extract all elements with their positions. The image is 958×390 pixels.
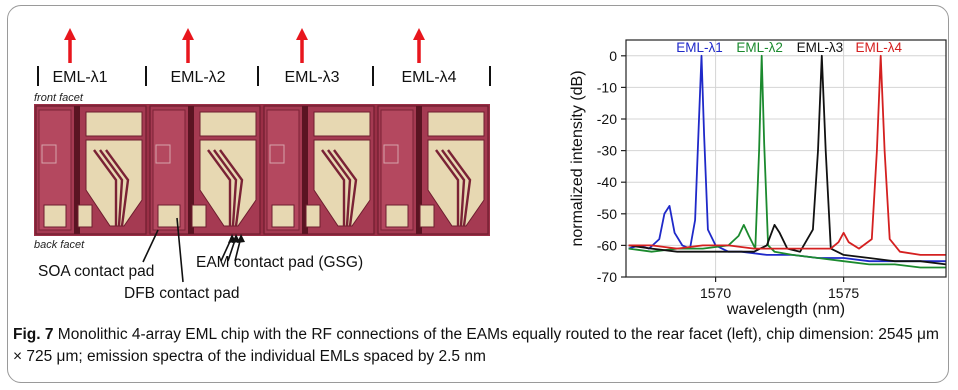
figure-panel: EML-λ1 EML-λ2 EML-λ3 EML-λ4 front facet bac… [34,28,947,318]
chip-image [34,104,490,236]
arrow-head [296,28,308,40]
chart-grid [626,40,946,278]
plot-area [625,39,947,278]
eml-die [35,105,147,235]
series-line-3 [628,54,947,266]
legend-entry: EML-λ4 [855,40,902,55]
eml-die [263,105,375,235]
x-tick-label: 1575 [828,285,859,301]
front-facet-label: front facet [34,92,84,104]
chip-top-label: EML-λ3 [284,69,339,86]
y-tick-label: -70 [597,269,617,285]
arrow-head [413,28,425,40]
legend-entry: EML-λ2 [736,40,783,55]
dfb-contact-pad-label: DFB contact pad [124,285,239,302]
chip-panel: EML-λ1 EML-λ2 EML-λ3 EML-λ4 front facet bac… [34,28,491,302]
chart-series [628,54,947,269]
y-tick-label: -60 [597,237,617,253]
arrow-group [64,28,425,63]
x-tick-label: 1570 [700,285,731,301]
y-tick-label: -10 [597,79,617,95]
series-line-4 [628,54,946,256]
chip-top-labels: EML-λ1 EML-λ2 EML-λ3 EML-λ4 [37,66,491,86]
chart-ticks: 0 -10 -20 -30 -40 -50 -60 -70 1570 1575 [597,48,860,301]
series-line-2 [628,54,946,269]
y-tick-label: -50 [597,206,617,222]
eml-die [149,105,261,235]
chip-top-label: EML-λ2 [170,69,225,86]
legend-entry: EML-λ1 [676,40,723,55]
figure-caption: Fig. 7 Monolithic 4-array EML chip with … [13,324,943,368]
chip-top-label: EML-λ1 [52,69,107,86]
back-facet-label: back facet [34,239,85,251]
y-tick-label: -30 [597,143,617,159]
arrow-head [64,28,76,40]
annotation-arrowheads [228,234,245,243]
arrow-head [182,28,194,40]
series-line-1 [628,54,946,263]
y-tick-label: -40 [597,174,617,190]
chart-legend: EML-λ1 EML-λ2 EML-λ3 EML-λ4 [676,40,902,55]
eam-contact-pad-label: EAM contact pad (GSG) [196,254,363,271]
caption-label: Fig. 7 [13,326,54,343]
y-tick-label: -20 [597,111,617,127]
soa-contact-pad-label: SOA contact pad [38,263,154,280]
eml-die [377,105,489,235]
y-tick-label: 0 [609,48,617,64]
legend-entry: EML-λ3 [797,40,844,55]
x-axis-label: wavelength (nm) [726,301,845,318]
caption-text: Monolithic 4-array EML chip with the RF … [13,326,939,365]
y-axis-label: normalized intensity (dB) [569,70,586,246]
chip-top-label: EML-λ4 [401,69,456,86]
